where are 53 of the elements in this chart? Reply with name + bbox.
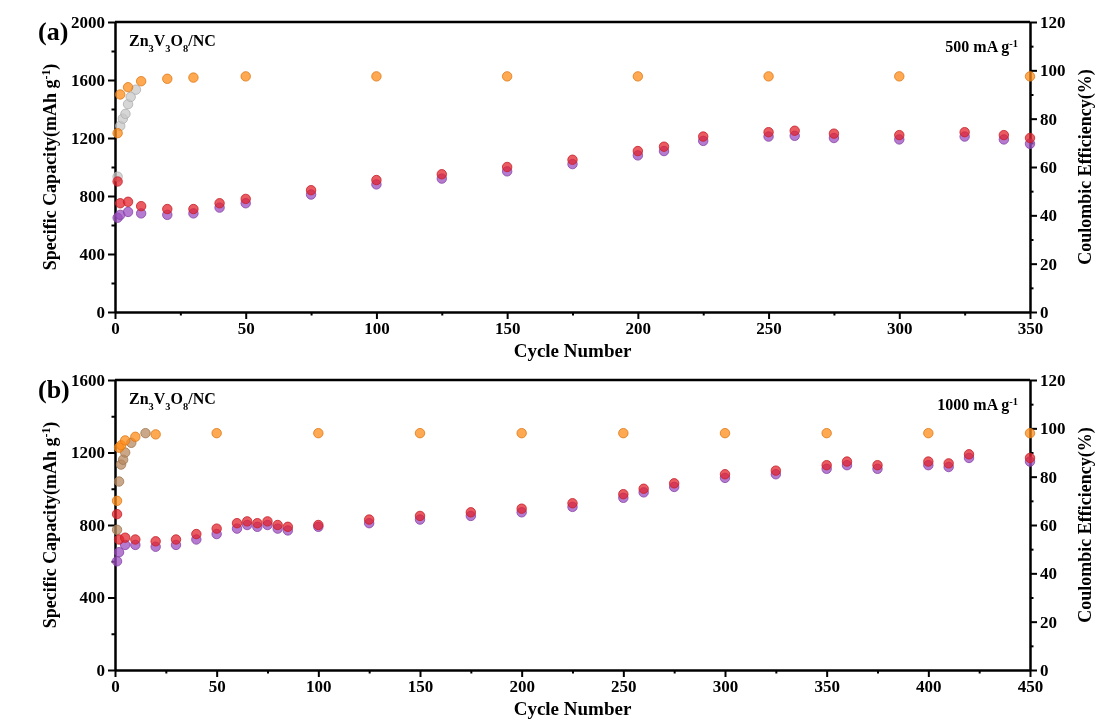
- y-tick-label: 2000: [71, 12, 105, 32]
- y2-tick-label: 60: [1040, 515, 1057, 535]
- x-tick-label: 250: [756, 319, 782, 339]
- x-tick-label: 150: [494, 319, 521, 339]
- x-tick-label: 300: [712, 677, 739, 697]
- y-tick-label: 400: [79, 244, 105, 264]
- y2-tick-label: 40: [1040, 206, 1057, 226]
- y2-tick-label: 120: [1040, 12, 1066, 32]
- annotation: 500 mA g$^{-1}$: [945, 37, 1018, 56]
- x-tick-label: 450: [1017, 677, 1044, 697]
- x-tick-label: 150: [407, 677, 434, 697]
- x-axis-title: Cycle Number: [513, 340, 632, 361]
- y-tick-label: 0: [96, 302, 105, 322]
- annotation: Zn$_{3}$V$_{3}$O$_{8}$/NC: [129, 390, 216, 412]
- x-tick-label: 250: [611, 677, 637, 697]
- x-tick-label: 350: [1017, 319, 1044, 339]
- x-tick-label: 350: [814, 677, 840, 697]
- x-tick-label: 0: [111, 677, 120, 697]
- x-tick-label: 200: [509, 677, 535, 697]
- x-tick-label: 400: [916, 677, 942, 697]
- x-tick-label: 50: [208, 677, 226, 697]
- y2-tick-label: 100: [1040, 61, 1066, 81]
- y-tick-label: 0: [96, 660, 105, 680]
- y-tick-label: 800: [79, 515, 105, 535]
- y-tick-label: 800: [79, 186, 105, 206]
- y-tick-label: 400: [79, 588, 105, 608]
- annotation: Zn$_{3}$V$_{3}$O$_{8}$/NC: [129, 32, 216, 54]
- y2-axis-title: Coulombic Efficiency(%): [1075, 427, 1096, 623]
- chart-title: (b): [38, 375, 70, 404]
- y-tick-label: 1600: [71, 70, 105, 90]
- y2-tick-label: 120: [1040, 370, 1066, 390]
- x-tick-label: 300: [887, 319, 913, 339]
- y2-tick-label: 60: [1040, 157, 1057, 177]
- chart-title: (a): [38, 17, 69, 46]
- x-axis-title: Cycle Number: [513, 698, 632, 719]
- y2-tick-label: 0: [1040, 660, 1049, 680]
- y2-tick-label: 100: [1040, 419, 1066, 439]
- x-tick-label: 100: [306, 677, 332, 697]
- y2-tick-label: 0: [1040, 302, 1049, 322]
- annotation: 1000 mA g$^{-1}$: [937, 395, 1018, 414]
- y-tick-label: 1200: [71, 443, 105, 463]
- y2-tick-label: 80: [1040, 109, 1057, 129]
- x-tick-label: 0: [111, 319, 120, 339]
- x-tick-label: 100: [364, 319, 390, 339]
- y-tick-label: 1600: [71, 370, 105, 390]
- y2-tick-label: 80: [1040, 467, 1057, 487]
- y2-axis-title: Coulombic Efficiency(%): [1075, 69, 1096, 265]
- y2-tick-label: 40: [1040, 564, 1057, 584]
- y2-tick-label: 20: [1040, 612, 1057, 632]
- y-tick-label: 1200: [71, 128, 105, 148]
- x-tick-label: 200: [625, 319, 652, 339]
- x-tick-label: 50: [237, 319, 255, 339]
- y2-tick-label: 20: [1040, 254, 1057, 274]
